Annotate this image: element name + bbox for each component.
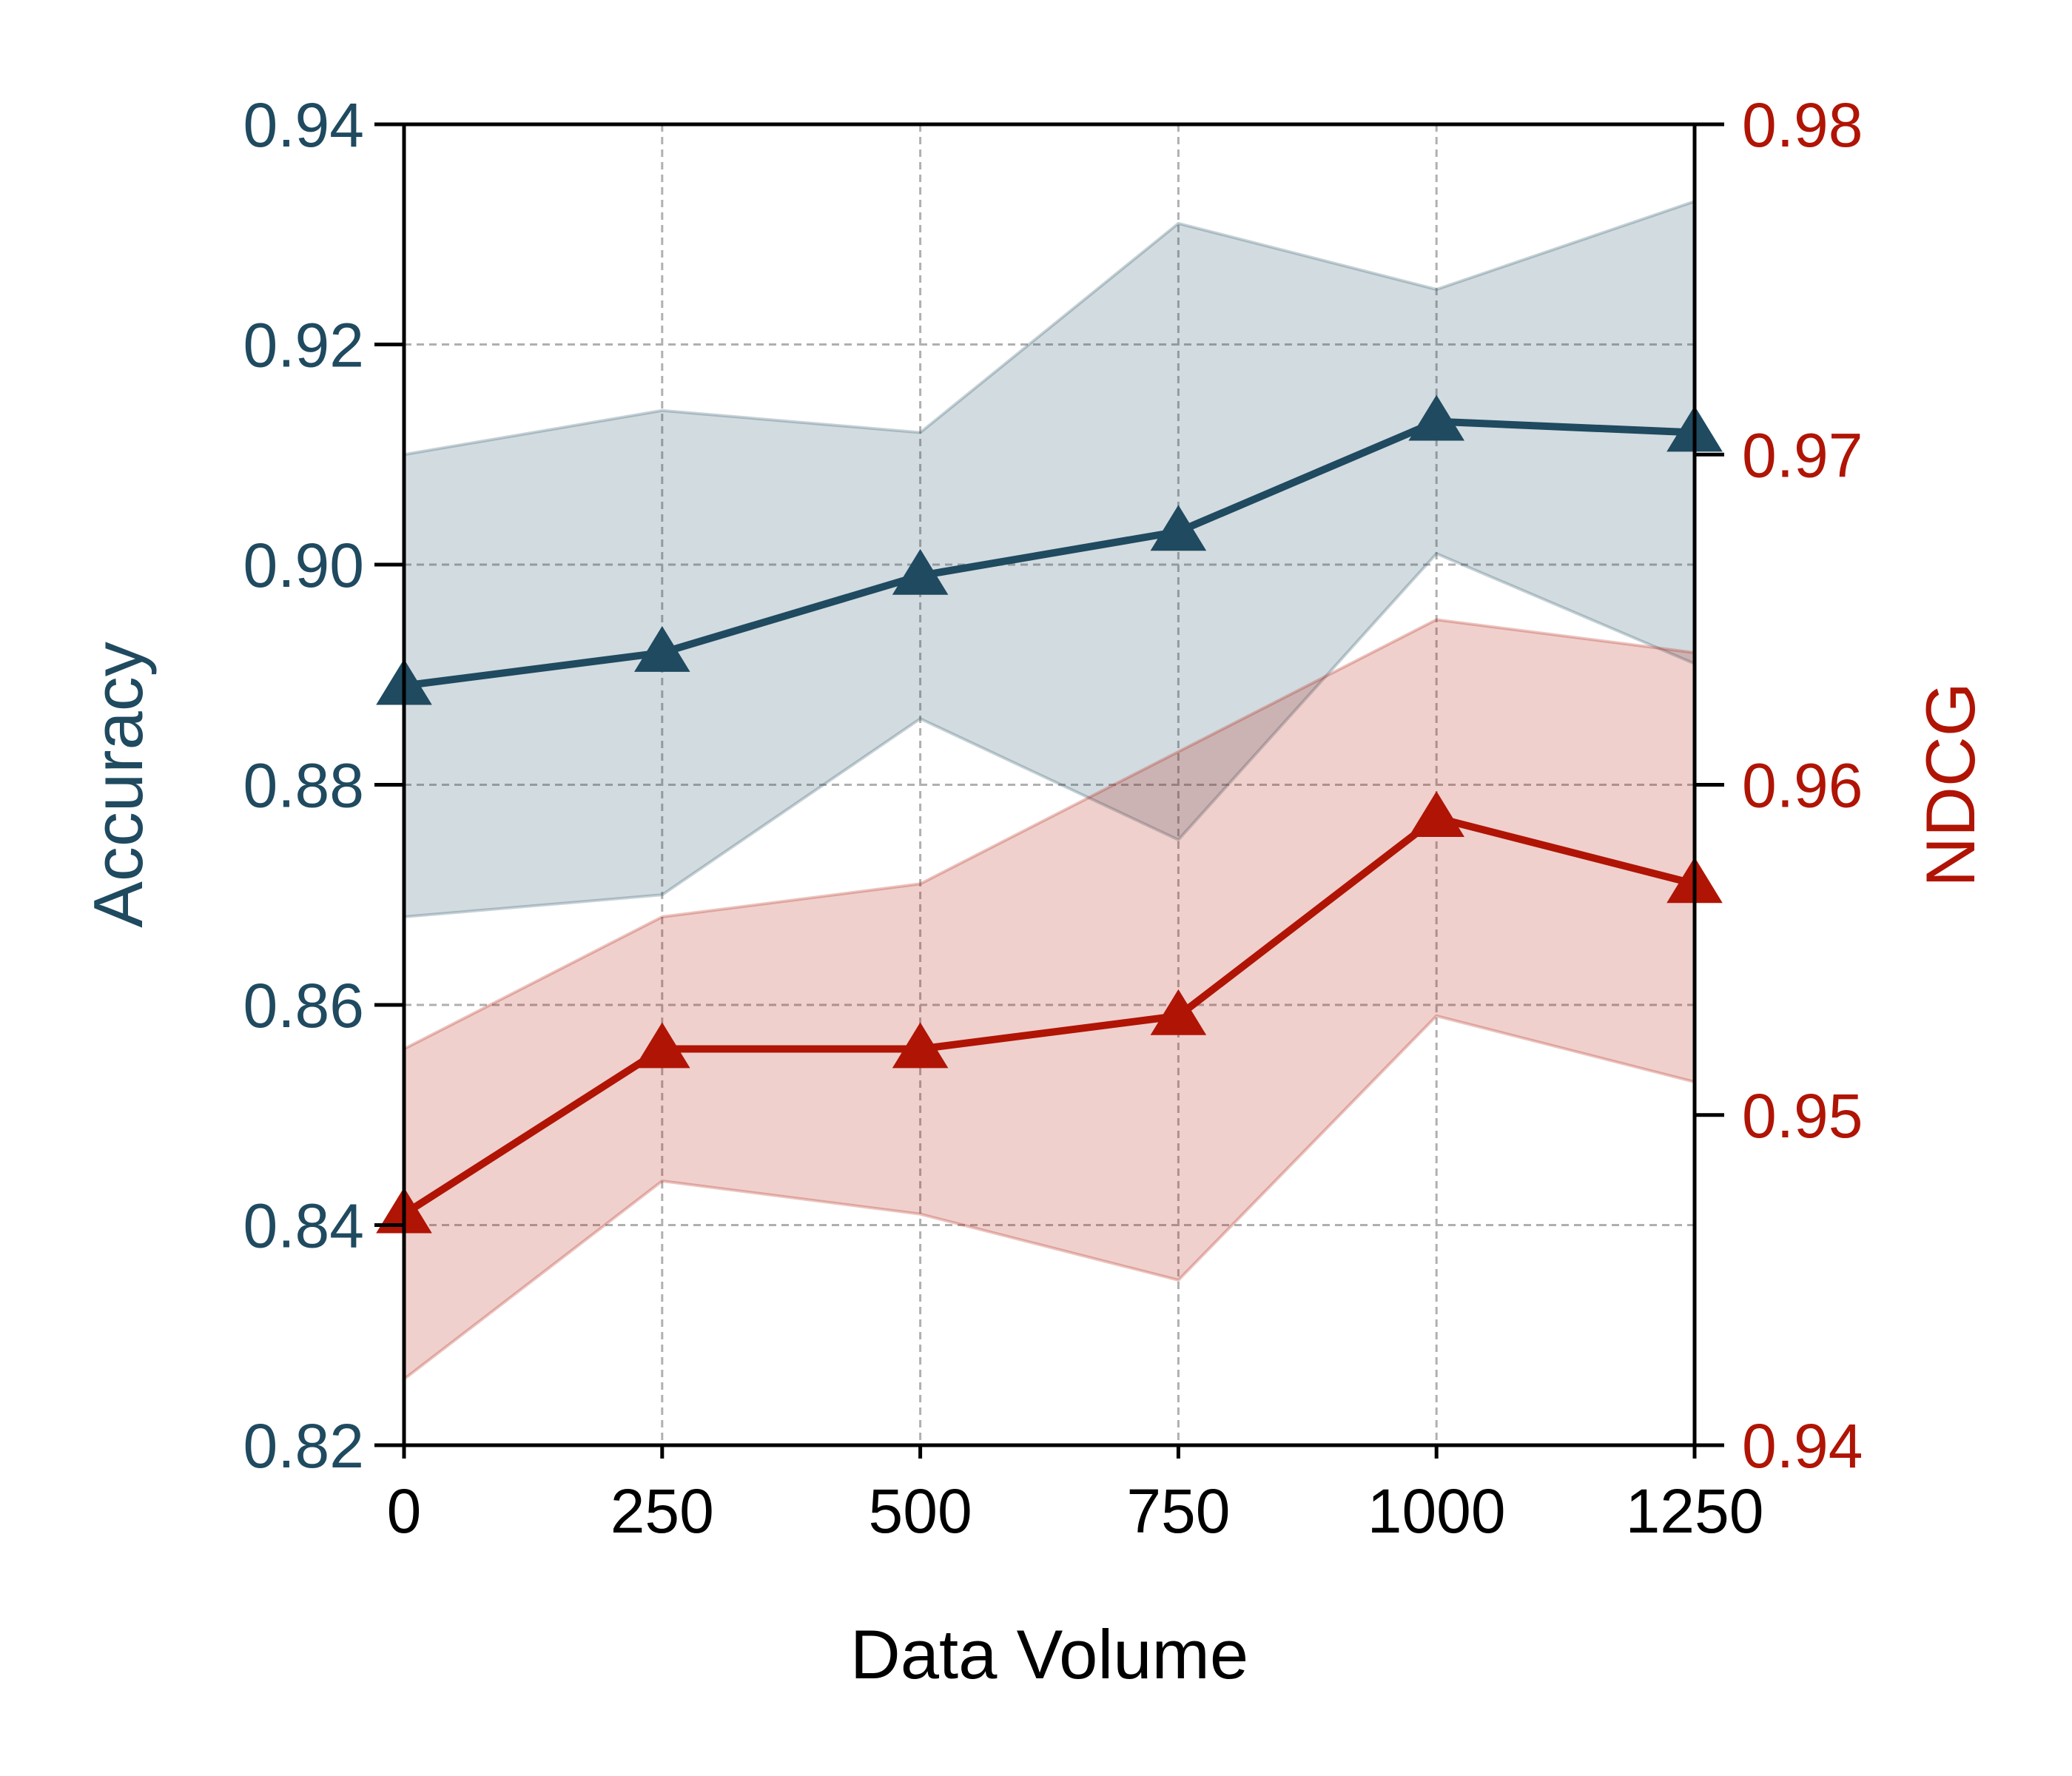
confidence-bands: [403, 199, 1696, 1382]
left-tick-label: 0.84: [243, 1191, 365, 1261]
ndcg-point: [1150, 989, 1207, 1035]
axes: 0 250 500 750 1000 1250 0.82 0.84 0.86 0.88 0.90 0.…: [243, 90, 1863, 1546]
accuracy-point: [634, 626, 690, 672]
right-tick-label: 0.98: [1742, 90, 1863, 160]
right-tick-label: 0.96: [1742, 751, 1863, 821]
left-tick-label: 0.90: [243, 531, 365, 600]
left-tick-label: 0.92: [243, 311, 365, 380]
ndcg-point: [1408, 791, 1464, 838]
right-tick-label: 0.95: [1742, 1081, 1863, 1151]
left-tick-label: 0.88: [243, 751, 365, 821]
x-tick-label: 1250: [1626, 1476, 1764, 1546]
axis-labels: Data Volume Accuracy NDCG: [79, 642, 1989, 1693]
x-tick-label: 0: [387, 1476, 422, 1546]
left-tick-label: 0.94: [243, 90, 365, 160]
ndcg-point: [892, 1022, 949, 1069]
left-tick-label: 0.86: [243, 971, 365, 1040]
x-tick-label: 500: [869, 1476, 972, 1546]
right-tick-label: 0.97: [1742, 420, 1863, 490]
accuracy-point: [1408, 394, 1464, 441]
x-tick-label: 250: [610, 1476, 714, 1546]
ndcg-line: [402, 814, 1696, 1217]
accuracy-line: [403, 417, 1695, 690]
x-tick-label: 750: [1126, 1476, 1230, 1546]
accuracy-point: [1150, 505, 1207, 551]
x-axis-title: Data Volume: [850, 1615, 1248, 1693]
right-tick-label: 0.94: [1742, 1411, 1863, 1481]
left-tick-label: 0.82: [243, 1411, 365, 1481]
left-y-axis-title: Accuracy: [79, 642, 157, 928]
series-lines: [402, 417, 1696, 1217]
ndcg-point: [634, 1022, 690, 1069]
x-tick-label: 1000: [1368, 1476, 1506, 1546]
accuracy-point: [892, 548, 949, 595]
right-y-axis-title: NDCG: [1911, 682, 1989, 887]
